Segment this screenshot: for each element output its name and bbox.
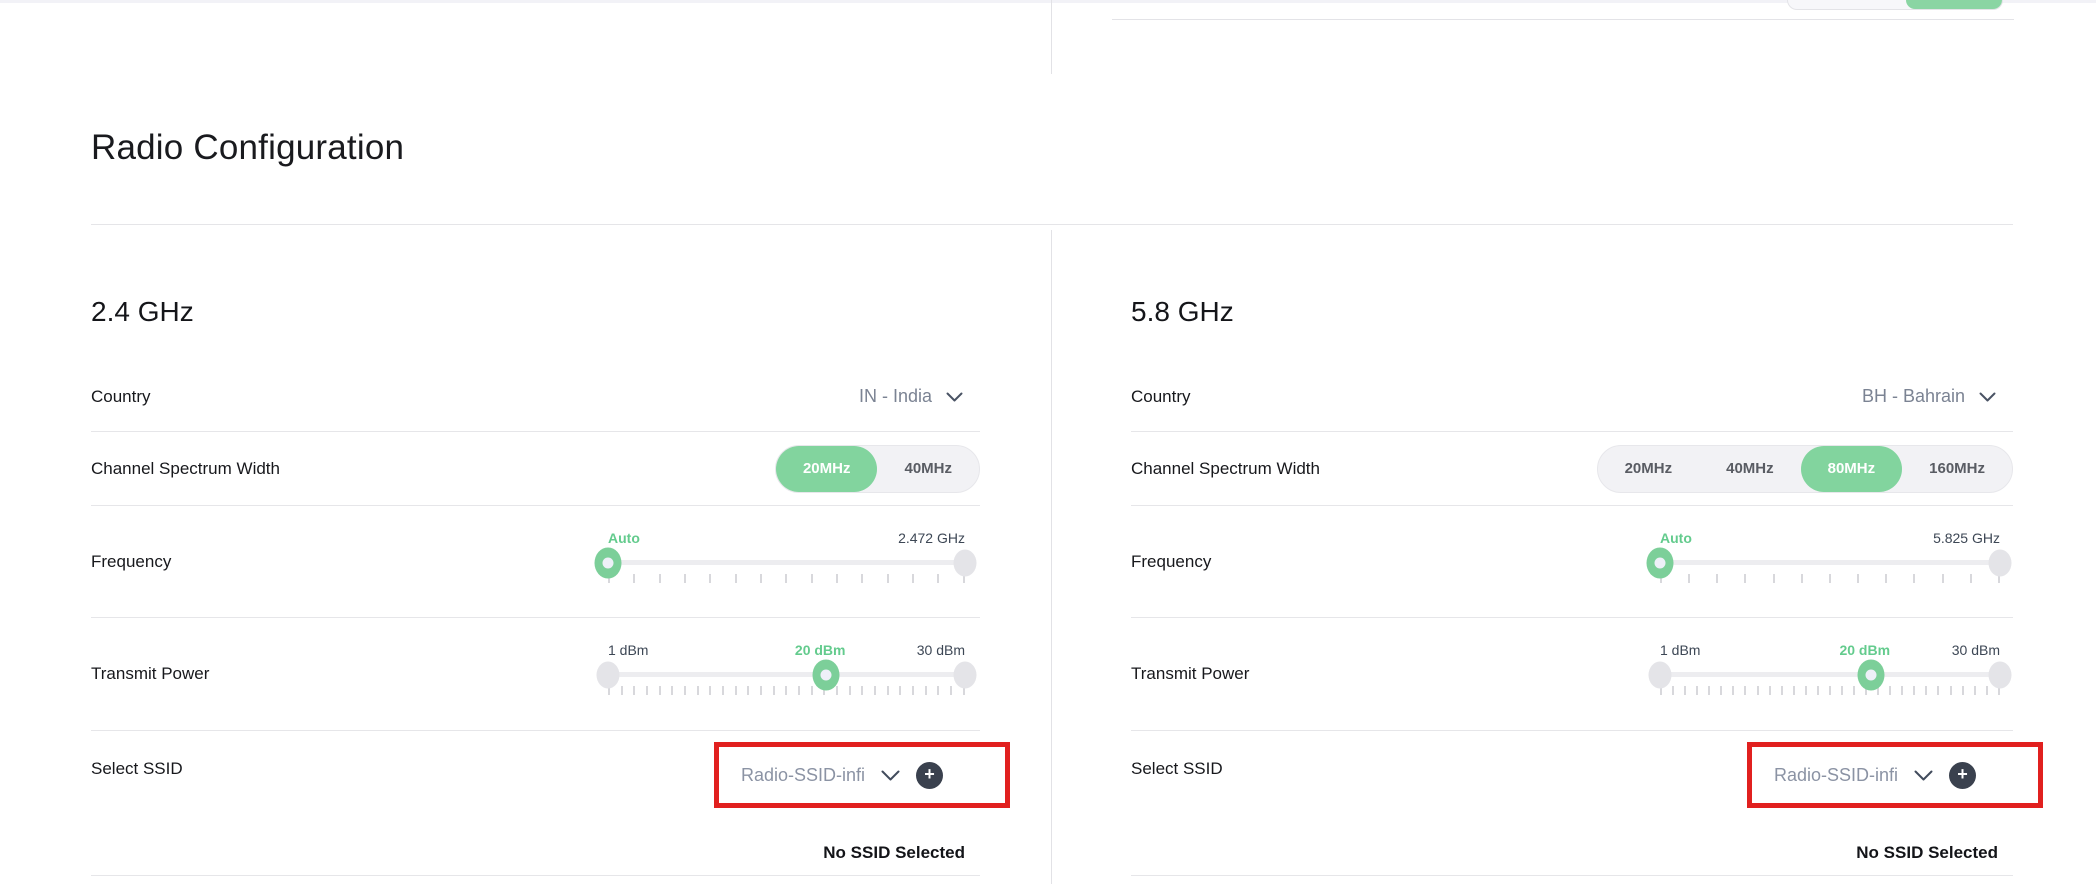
transmit-power-label: Transmit Power <box>91 664 210 683</box>
slider-value-label: 30 dBm <box>1951 642 2000 658</box>
slider-value-label: 1 dBm <box>1660 642 1701 658</box>
spectrum-width-label: Channel Spectrum Width <box>1131 458 1320 478</box>
country-value: IN - India <box>858 386 932 406</box>
slider-value-label: 30 dBm <box>916 642 965 658</box>
select-ssid-row: Select SSID Radio-SSID-infi + No SSID Se… <box>91 731 1010 876</box>
column-divider-top <box>1051 0 1052 74</box>
country-row: Country IN - India <box>91 362 980 432</box>
country-dropdown[interactable]: IN - India <box>859 386 963 407</box>
segment-40mhz[interactable]: 40MHz <box>904 460 952 477</box>
header-rule <box>91 224 2013 225</box>
add-ssid-button[interactable]: + <box>916 761 944 789</box>
radio-column-2-4ghz: 2.4 GHz Country IN - India Channel Spect… <box>91 280 1010 876</box>
slider-handle[interactable] <box>594 547 622 578</box>
segment-40mhz[interactable]: 40MHz <box>1726 460 1774 477</box>
slider-value-label: 2.472 GHz <box>898 529 965 546</box>
spectrum-width-row: Channel Spectrum Width 20MHz 40MHz <box>91 432 980 506</box>
slider-handle[interactable] <box>1648 661 1672 689</box>
slider-track[interactable] <box>608 559 965 565</box>
slider-value-label: Auto <box>1660 529 1692 546</box>
chevron-down-icon[interactable] <box>1914 770 1933 781</box>
partial-green-toggle-button[interactable] <box>1906 0 2002 9</box>
column-divider <box>1051 230 1052 884</box>
transmit-power-row: Transmit Power 1 dBm 20 dBm 30 dBm <box>91 618 980 731</box>
plus-icon: + <box>924 764 935 784</box>
slider-value-label: Auto <box>608 529 640 546</box>
radio-column-5-8ghz: 5.8 GHz Country BH - Bahrain Channel Spe… <box>1131 280 2043 876</box>
slider-track[interactable] <box>1660 559 2000 565</box>
slider-handle[interactable] <box>953 661 977 689</box>
select-ssid-label: Select SSID <box>1131 759 1223 778</box>
slider-handle[interactable] <box>812 659 840 691</box>
slider-value-label: 20 dBm <box>1839 642 1891 658</box>
slider-handle[interactable] <box>1988 549 2012 576</box>
ssid-status-text: No SSID Selected <box>1856 843 1998 862</box>
frequency-label: Frequency <box>1131 551 1212 571</box>
slider-value-label: 20 dBm <box>794 642 846 658</box>
slider-ticks <box>608 686 965 695</box>
ssid-dropdown[interactable]: Radio-SSID-infi <box>741 764 866 785</box>
chevron-down-icon[interactable] <box>881 770 900 781</box>
country-dropdown[interactable]: BH - Bahrain <box>1862 386 1996 407</box>
slider-handle[interactable] <box>1988 661 2012 689</box>
slider-handle[interactable] <box>953 549 977 576</box>
transmit-power-slider: 1 dBm 20 dBm 30 dBm <box>1648 642 2012 706</box>
spectrum-width-row: Channel Spectrum Width 20MHz 40MHz 80MHz 16… <box>1131 432 2013 506</box>
select-ssid-label: Select SSID <box>91 759 183 778</box>
spectrum-width-label: Channel Spectrum Width <box>91 458 280 478</box>
slider-handle[interactable] <box>1646 547 1674 578</box>
transmit-power-row: Transmit Power 1 dBm 20 dBm 30 dBm <box>1131 618 2013 731</box>
band-heading: 2.4 GHz <box>91 296 194 327</box>
frequency-row: Frequency Auto 2.472 GHz <box>91 506 980 618</box>
segment-20mhz[interactable]: 20MHz <box>1624 460 1673 477</box>
country-label: Country <box>91 386 151 406</box>
country-value: BH - Bahrain <box>1861 386 1965 406</box>
chevron-down-icon <box>946 392 963 401</box>
add-ssid-button[interactable]: + <box>1949 761 1977 789</box>
slider-handle[interactable] <box>1857 659 1885 691</box>
segment-20mhz[interactable]: 20MHz <box>775 445 878 492</box>
slider-handle[interactable] <box>596 661 620 689</box>
frequency-label: Frequency <box>91 551 172 571</box>
frequency-slider: Auto 5.825 GHz <box>1646 529 2012 594</box>
frequency-row: Frequency Auto 5.825 GHz <box>1131 506 2013 618</box>
ssid-picker-callout: Radio-SSID-infi + <box>714 742 1010 808</box>
segment-160mhz[interactable]: 160MHz <box>1929 460 1985 477</box>
band-heading: 5.8 GHz <box>1131 296 1234 327</box>
slider-ticks <box>1660 686 2000 695</box>
country-label: Country <box>1131 386 1191 406</box>
ssid-dropdown[interactable]: Radio-SSID-infi <box>1774 764 1899 785</box>
top-section-rule <box>1112 19 2014 20</box>
slider-value-label: 1 dBm <box>608 642 649 658</box>
slider-track[interactable] <box>1660 672 2000 677</box>
segment-80mhz[interactable]: 80MHz <box>1800 445 1903 492</box>
select-ssid-row: Select SSID Radio-SSID-infi + No SSID Se… <box>1131 731 2043 876</box>
slider-ticks <box>608 573 965 583</box>
page-top-strip <box>0 0 2096 3</box>
ssid-picker-callout: Radio-SSID-infi + <box>1747 742 2043 808</box>
chevron-down-icon <box>1979 392 1996 401</box>
ssid-status-text: No SSID Selected <box>823 843 965 862</box>
page-title: Radio Configuration <box>91 128 405 167</box>
frequency-slider: Auto 2.472 GHz <box>594 529 977 594</box>
slider-value-label: 5.825 GHz <box>1933 529 2000 546</box>
spectrum-width-segmented-control: 20MHz 40MHz 80MHz 160MHz <box>1596 444 2013 493</box>
country-row: Country BH - Bahrain <box>1131 362 2013 432</box>
spectrum-width-segmented-control: 20MHz 40MHz <box>774 444 980 493</box>
plus-icon: + <box>1957 764 1968 784</box>
transmit-power-slider: 1 dBm 20 dBm 30 dBm <box>596 642 977 706</box>
slider-ticks <box>1660 573 2000 583</box>
slider-track[interactable] <box>608 672 965 677</box>
transmit-power-label: Transmit Power <box>1131 664 1250 683</box>
